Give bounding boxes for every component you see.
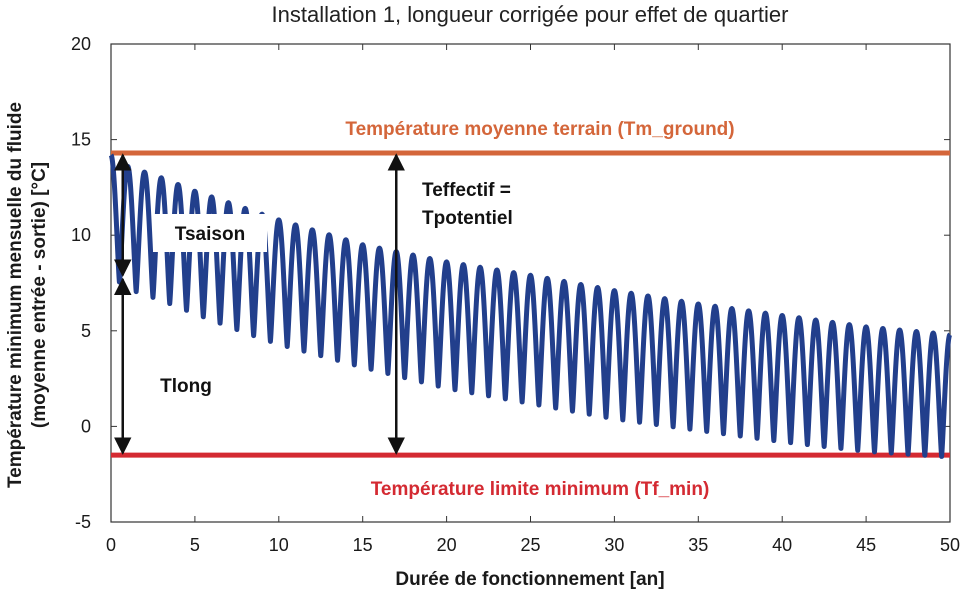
y-tick-label: 20	[71, 34, 91, 54]
x-axis-label: Durée de fonctionnement [an]	[395, 569, 664, 590]
x-tick-label: 35	[688, 535, 708, 555]
reference-label-tm-ground: Température moyenne terrain (Tm_ground)	[345, 119, 734, 140]
y-tick-label: -5	[75, 512, 91, 532]
reference-label-tf-min: Température limite minimum (Tf_min)	[371, 479, 710, 500]
x-tick-label: 25	[520, 535, 540, 555]
x-tick-label: 50	[940, 535, 960, 555]
x-tick-label: 30	[604, 535, 624, 555]
y-tick-label: 15	[71, 130, 91, 150]
series-line	[108, 152, 953, 459]
x-tick-label: 40	[772, 535, 792, 555]
label-bg-tsaison	[153, 214, 267, 252]
x-tick-label: 5	[190, 535, 200, 555]
x-tick-label: 15	[353, 535, 373, 555]
y-tick-label: 0	[81, 416, 91, 436]
chart-title: Installation 1, longueur corrigée pour e…	[272, 2, 789, 27]
label-teffectif: Teffectif =	[422, 180, 511, 201]
plot-area: 0 5 10 15 20 25 30 35 40 45 50 -5 0 5 10 15 20 Températur…	[71, 34, 960, 555]
label-tpotentiel: Tpotentiel	[422, 208, 513, 229]
y-tick-label: 5	[81, 321, 91, 341]
y-tick-label: 10	[71, 225, 91, 245]
x-tick-label: 10	[269, 535, 289, 555]
y-axis-label-line1: Température minimum mensuelle du fluide	[5, 102, 26, 488]
x-tick-label: 20	[437, 535, 457, 555]
label-tlong: Tlong	[160, 376, 212, 397]
x-tick-label: 0	[106, 535, 116, 555]
y-axis-label-line2: (moyenne entrée - sortie) [°C]	[29, 162, 50, 428]
label-tsaison: Tsaison	[175, 224, 245, 245]
x-tick-label: 45	[856, 535, 876, 555]
